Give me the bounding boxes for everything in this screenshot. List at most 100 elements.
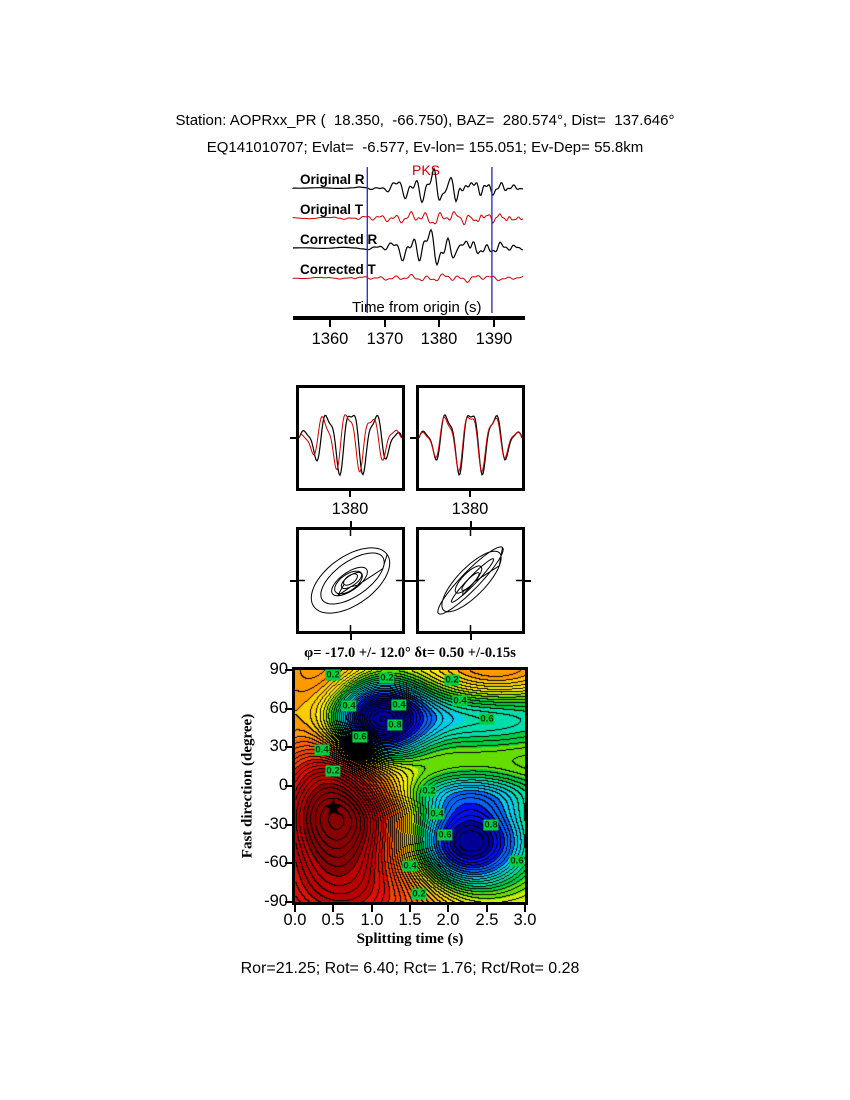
contour-label: 0.2 bbox=[379, 672, 395, 684]
window-panel-left-tick bbox=[410, 437, 416, 439]
best-fit-star-marker bbox=[331, 806, 335, 810]
phi-tick-label: 90 bbox=[269, 660, 288, 678]
seismogram-trace-4 bbox=[292, 273, 524, 283]
seismogram-plot bbox=[292, 167, 524, 313]
dt-axis-tick bbox=[409, 905, 411, 912]
misfit-title: φ= -17.0 +/- 12.0° δt= 0.50 +/-0.15s bbox=[304, 645, 516, 661]
pm-axis-tick bbox=[290, 580, 296, 582]
contour-label: 0.8 bbox=[483, 819, 499, 831]
pm-axis-tick bbox=[410, 580, 416, 582]
time-axis-tick bbox=[329, 320, 331, 327]
windowed-waveform-panel-1 bbox=[298, 414, 403, 477]
time-axis-tick bbox=[384, 320, 386, 327]
contour-label: 0.4 bbox=[452, 695, 468, 707]
contour-label: 0.6 bbox=[352, 731, 368, 743]
pm-axis-tick bbox=[350, 634, 352, 640]
window-tick-label-1: 1380 bbox=[331, 500, 369, 518]
time-axis-tick bbox=[493, 320, 495, 327]
phi-tick-label: -90 bbox=[264, 892, 288, 910]
contour-label: 0.2 bbox=[444, 674, 460, 686]
time-axis-title: Time from origin (s) bbox=[352, 299, 482, 316]
time-tick-label: 1360 bbox=[311, 330, 349, 348]
contour-label: 0.2 bbox=[421, 785, 437, 797]
dt-axis-tick bbox=[332, 905, 334, 912]
contour-label: 0.6 bbox=[509, 855, 525, 867]
dt-tick-label: 0.5 bbox=[321, 911, 345, 929]
time-tick-label: 1390 bbox=[475, 330, 513, 348]
particle-motion-curve-2 bbox=[437, 546, 504, 615]
windowed-waveform-frame-1 bbox=[296, 385, 405, 491]
seismogram-trace-2 bbox=[292, 210, 524, 226]
time-axis-bar bbox=[293, 316, 525, 320]
black-window-trace-2 bbox=[418, 414, 523, 476]
windowed-waveform-frame-2 bbox=[416, 385, 525, 491]
contour-label: 0.6 bbox=[479, 713, 495, 725]
dt-tick-label: 1.0 bbox=[360, 911, 384, 929]
phi-tick-label: -60 bbox=[264, 853, 288, 871]
phi-tick-label: 30 bbox=[269, 737, 288, 755]
dt-tick-label: 0.0 bbox=[283, 911, 307, 929]
contour-label: 0.6 bbox=[437, 829, 453, 841]
particle-motion-curve-1 bbox=[310, 547, 391, 614]
quality-footer: Ror=21.25; Rot= 6.40; Rct= 1.76; Rct/Rot… bbox=[240, 960, 580, 977]
trace-label-corrected-t: Corrected T bbox=[300, 262, 376, 277]
phi-axis-tick bbox=[285, 785, 292, 787]
dt-tick-label: 1.5 bbox=[398, 911, 422, 929]
misfit-plot-frame bbox=[292, 667, 528, 905]
window-panel-bottom-tick bbox=[469, 491, 471, 497]
contour-label: 0.2 bbox=[411, 888, 427, 900]
contour-label: 0.4 bbox=[402, 860, 418, 872]
phi-tick-label: 0 bbox=[278, 776, 288, 794]
pm-axis-tick bbox=[470, 634, 472, 640]
splitting-time-axis-label: Splitting time (s) bbox=[356, 931, 464, 947]
particle-motion-panel-1 bbox=[299, 530, 402, 631]
pm-axis-tick bbox=[470, 521, 472, 527]
dt-axis-tick bbox=[524, 905, 526, 912]
seismogram-trace-1 bbox=[292, 167, 524, 204]
contour-label: 0.4 bbox=[314, 744, 330, 756]
phi-axis-tick bbox=[285, 669, 292, 671]
contour-label: 0.4 bbox=[341, 700, 357, 712]
phi-tick-label: -30 bbox=[264, 815, 288, 833]
dt-tick-label: 2.5 bbox=[475, 911, 499, 929]
trace-label-corrected-r: Corrected R bbox=[300, 232, 378, 247]
window-panel-left-tick bbox=[290, 437, 296, 439]
red-window-trace-1 bbox=[298, 414, 403, 473]
particle-motion-frame-2 bbox=[416, 527, 525, 634]
phi-axis-tick bbox=[285, 708, 292, 710]
trace-label-original-r: Original R bbox=[300, 172, 365, 187]
station-header: Station: AOPRxx_PR ( 18.350, -66.750), B… bbox=[175, 112, 675, 129]
black-window-trace-1 bbox=[298, 414, 403, 477]
phase-label: PKS bbox=[412, 162, 441, 178]
dt-tick-label: 2.0 bbox=[436, 911, 460, 929]
contour-label: 0.4 bbox=[429, 808, 445, 820]
dt-axis-tick bbox=[486, 905, 488, 912]
time-axis-tick bbox=[438, 320, 440, 327]
pm-axis-tick bbox=[350, 521, 352, 527]
window-tick-label-2: 1380 bbox=[451, 500, 489, 518]
event-header: EQ141010707; Evlat= -6.577, Ev-lon= 155.… bbox=[206, 139, 644, 156]
phi-axis-tick bbox=[285, 901, 292, 903]
dt-tick-label: 3.0 bbox=[513, 911, 537, 929]
window-panel-bottom-tick bbox=[349, 491, 351, 497]
contour-label: 0.2 bbox=[325, 765, 341, 777]
red-window-trace-2 bbox=[418, 416, 523, 473]
dt-axis-tick bbox=[371, 905, 373, 912]
windowed-waveform-panel-2 bbox=[418, 414, 523, 476]
dt-axis-tick bbox=[294, 905, 296, 912]
particle-motion-panel-2 bbox=[419, 530, 522, 631]
phi-tick-label: 60 bbox=[269, 699, 288, 717]
pm-axis-tick bbox=[525, 580, 531, 582]
phi-axis-tick bbox=[285, 862, 292, 864]
trace-label-original-t: Original T bbox=[300, 202, 364, 217]
contour-label: 0.8 bbox=[387, 719, 403, 731]
contour-label: 0.4 bbox=[391, 699, 407, 711]
seismogram-trace-3 bbox=[292, 228, 524, 267]
phi-axis-tick bbox=[285, 746, 292, 748]
particle-motion-frame-1 bbox=[296, 527, 405, 634]
contour-label: 0.2 bbox=[325, 669, 341, 681]
phi-axis-tick bbox=[285, 824, 292, 826]
dt-axis-tick bbox=[447, 905, 449, 912]
pm-axis-tick bbox=[405, 580, 411, 582]
